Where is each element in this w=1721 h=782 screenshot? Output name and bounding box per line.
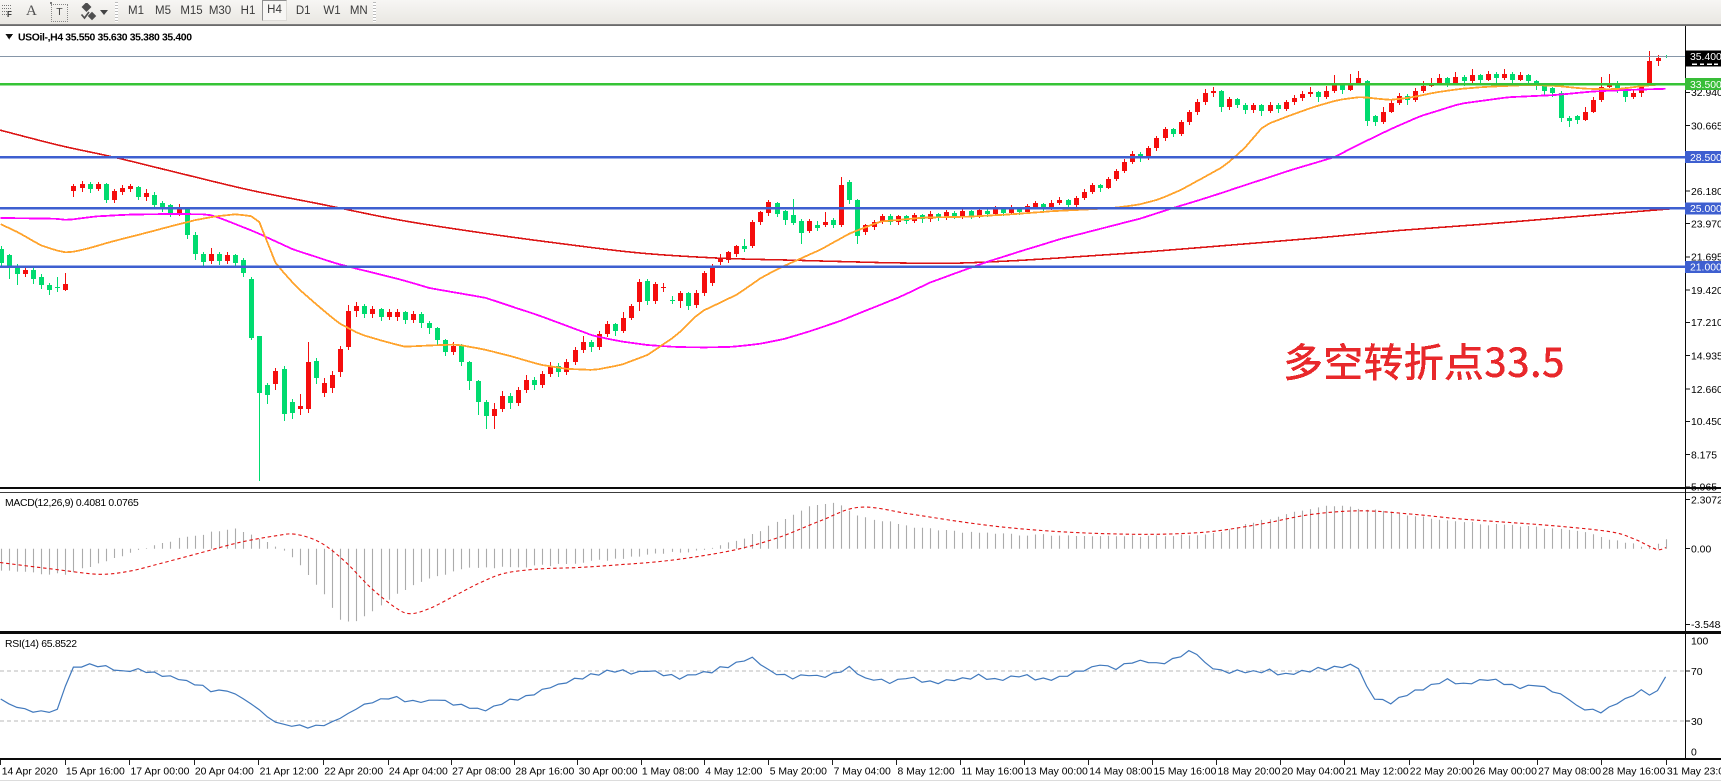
svg-text:13 May 00:00: 13 May 00:00 xyxy=(1025,767,1088,778)
svg-text:1 May 08:00: 1 May 08:00 xyxy=(642,767,699,778)
svg-text:12.660: 12.660 xyxy=(1691,385,1721,396)
svg-text:USOil-,H4 35.550 35.630 35.38: USOil-,H4 35.550 35.630 35.380 35.400 xyxy=(18,33,192,44)
svg-text:5.965: 5.965 xyxy=(1691,483,1717,494)
svg-text:MACD(12,26,9) 0.4081 0.0765: MACD(12,26,9) 0.4081 0.0765 xyxy=(5,498,139,509)
svg-text:31 May 23:00: 31 May 23:00 xyxy=(1667,767,1721,778)
svg-text:30: 30 xyxy=(1691,717,1703,728)
svg-text:28.500: 28.500 xyxy=(1690,153,1721,164)
svg-text:22 May 20:00: 22 May 20:00 xyxy=(1410,767,1473,778)
svg-text:8 May 12:00: 8 May 12:00 xyxy=(898,767,955,778)
svg-text:10.450: 10.450 xyxy=(1691,417,1721,428)
svg-text:70: 70 xyxy=(1691,667,1703,678)
svg-text:11 May 16:00: 11 May 16:00 xyxy=(961,767,1023,778)
svg-text:14.935: 14.935 xyxy=(1691,352,1721,363)
svg-text:5 May 20:00: 5 May 20:00 xyxy=(770,767,827,778)
svg-text:32.940: 32.940 xyxy=(1691,88,1721,99)
svg-text:25.000: 25.000 xyxy=(1690,204,1721,215)
svg-text:20 May 04:00: 20 May 04:00 xyxy=(1282,767,1345,778)
svg-text:-3.5484: -3.5484 xyxy=(1691,620,1721,631)
svg-text:14 May 08:00: 14 May 08:00 xyxy=(1089,767,1152,778)
svg-text:18 May 20:00: 18 May 20:00 xyxy=(1218,767,1281,778)
svg-text:4 May 12:00: 4 May 12:00 xyxy=(705,767,762,778)
svg-text:7 May 04:00: 7 May 04:00 xyxy=(834,767,891,778)
svg-text:0: 0 xyxy=(1691,748,1697,759)
svg-text:20 Apr 04:00: 20 Apr 04:00 xyxy=(195,767,254,778)
svg-text:26 May 00:00: 26 May 00:00 xyxy=(1474,767,1537,778)
svg-text:15 Apr 16:00: 15 Apr 16:00 xyxy=(66,767,125,778)
svg-text:19.420: 19.420 xyxy=(1691,286,1721,297)
svg-text:26.180: 26.180 xyxy=(1691,187,1721,198)
svg-text:24 Apr 04:00: 24 Apr 04:00 xyxy=(389,767,448,778)
svg-text:28 Apr 16:00: 28 Apr 16:00 xyxy=(515,767,574,778)
svg-text:RSI(14) 65.8522: RSI(14) 65.8522 xyxy=(5,639,77,650)
svg-text:17.210: 17.210 xyxy=(1691,318,1721,329)
svg-text:27 May 08:00: 27 May 08:00 xyxy=(1538,767,1601,778)
svg-text:22 Apr 20:00: 22 Apr 20:00 xyxy=(324,767,383,778)
svg-text:21 Apr 12:00: 21 Apr 12:00 xyxy=(260,767,319,778)
svg-text:23.970: 23.970 xyxy=(1691,219,1721,230)
svg-text:15 May 16:00: 15 May 16:00 xyxy=(1153,767,1216,778)
svg-text:21 May 12:00: 21 May 12:00 xyxy=(1346,767,1409,778)
svg-text:30 Apr 00:00: 30 Apr 00:00 xyxy=(579,767,638,778)
svg-text:8.175: 8.175 xyxy=(1691,450,1717,461)
svg-text:28 May 16:00: 28 May 16:00 xyxy=(1602,767,1665,778)
svg-text:33.500: 33.500 xyxy=(1690,80,1721,91)
svg-text:21.000: 21.000 xyxy=(1690,263,1721,274)
svg-text:21.695: 21.695 xyxy=(1691,253,1721,264)
svg-text:2.3072: 2.3072 xyxy=(1691,495,1721,506)
svg-text:17 Apr 00:00: 17 Apr 00:00 xyxy=(131,767,190,778)
svg-text:100: 100 xyxy=(1691,637,1709,648)
svg-text:0.00: 0.00 xyxy=(1691,545,1711,556)
svg-text:30.665: 30.665 xyxy=(1691,121,1721,132)
svg-text:14 Apr 2020: 14 Apr 2020 xyxy=(2,767,58,778)
svg-text:27 Apr 08:00: 27 Apr 08:00 xyxy=(452,767,511,778)
svg-text:35.400: 35.400 xyxy=(1690,52,1721,63)
